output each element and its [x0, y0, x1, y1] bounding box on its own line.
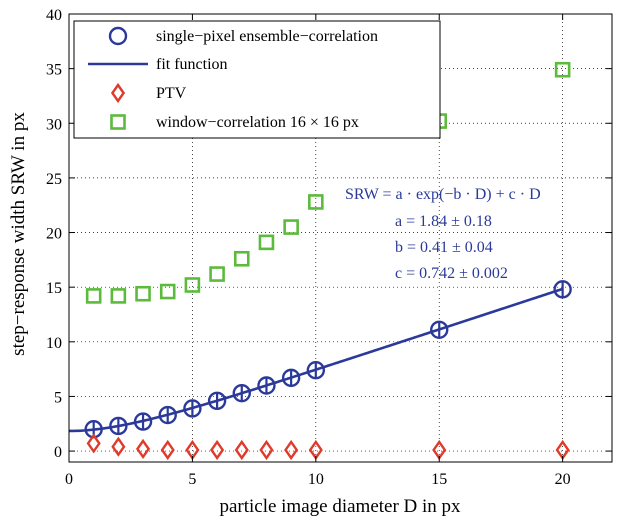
x-tick-label: 5	[188, 471, 196, 488]
ptv-point	[111, 436, 126, 457]
legend-entry: fit function	[88, 56, 228, 73]
window-point	[308, 194, 324, 210]
window-point	[184, 277, 201, 293]
ptv-point	[432, 439, 447, 461]
ptv-point	[259, 439, 274, 461]
x-tick-label: 0	[65, 471, 73, 488]
ptv-point	[308, 439, 323, 461]
y-tick-label: 25	[46, 171, 62, 188]
y-tick-label: 15	[46, 280, 62, 297]
x-tick-label: 10	[308, 471, 324, 488]
legend: single−pixel ensemble−correlation fit fun…	[73, 20, 441, 139]
legend-label: PTV	[156, 85, 187, 102]
y-axis-label: step−response width SRW in px	[8, 112, 29, 356]
grid-lines	[69, 14, 612, 462]
annotation-c: c = 0.742 ± 0.002	[395, 265, 508, 282]
x-tick-label: 20	[555, 471, 571, 488]
ptv-point	[234, 439, 249, 461]
window-point	[258, 234, 275, 251]
series-layer	[68, 61, 572, 461]
axis-ticks: 0 5 10 15 20 0 5 10 15 20 25 30 35 40	[46, 7, 612, 488]
y-tick-label: 0	[54, 444, 62, 461]
legend-marker	[110, 82, 126, 104]
legend-marker	[108, 26, 128, 46]
legend-entry: PTV	[110, 82, 187, 104]
legend-entry: single−pixel ensemble−correlation	[108, 26, 378, 46]
y-tick-label: 35	[46, 62, 62, 79]
ptv-point	[284, 439, 299, 461]
legend-box	[73, 20, 441, 139]
ptv-point	[160, 439, 175, 461]
window-point	[283, 219, 299, 235]
legend-label: fit function	[156, 56, 228, 73]
legend-entry: window−correlation 16 × 16 px	[110, 114, 359, 131]
plot-area-frame	[68, 13, 613, 463]
window-point	[554, 61, 571, 78]
ptv-point	[135, 438, 151, 459]
annotation-b: b = 0.41 ± 0.04	[395, 239, 493, 256]
window-point	[135, 285, 151, 302]
y-tick-label: 20	[46, 226, 62, 243]
x-axis-label: particle image diameter D in px	[219, 496, 461, 517]
y-tick-label: 5	[54, 389, 62, 406]
y-tick-label: 40	[46, 7, 62, 24]
window-point	[159, 283, 176, 300]
y-tick-label: 10	[46, 335, 62, 352]
x-tick-label: 15	[431, 471, 447, 488]
ptv-point	[555, 439, 570, 461]
ptv-point	[86, 433, 101, 454]
annotation-formula: SRW = a · exp(−b · D) + c · D	[345, 186, 541, 203]
window-point	[209, 266, 225, 282]
legend-marker	[110, 114, 126, 130]
ptv-point	[210, 439, 225, 461]
window-point	[233, 250, 250, 267]
window-point	[110, 288, 127, 304]
legend-label: window−correlation 16 × 16 px	[156, 114, 359, 131]
annotation-a: a = 1.84 ± 0.18	[395, 213, 492, 230]
ptv-point	[185, 439, 200, 461]
window-point	[85, 288, 102, 304]
legend-label: single−pixel ensemble−correlation	[156, 28, 378, 45]
y-tick-label: 30	[46, 116, 62, 133]
fit-annotation: SRW = a · exp(−b · D) + c · D a = 1.84 ±…	[345, 186, 541, 282]
